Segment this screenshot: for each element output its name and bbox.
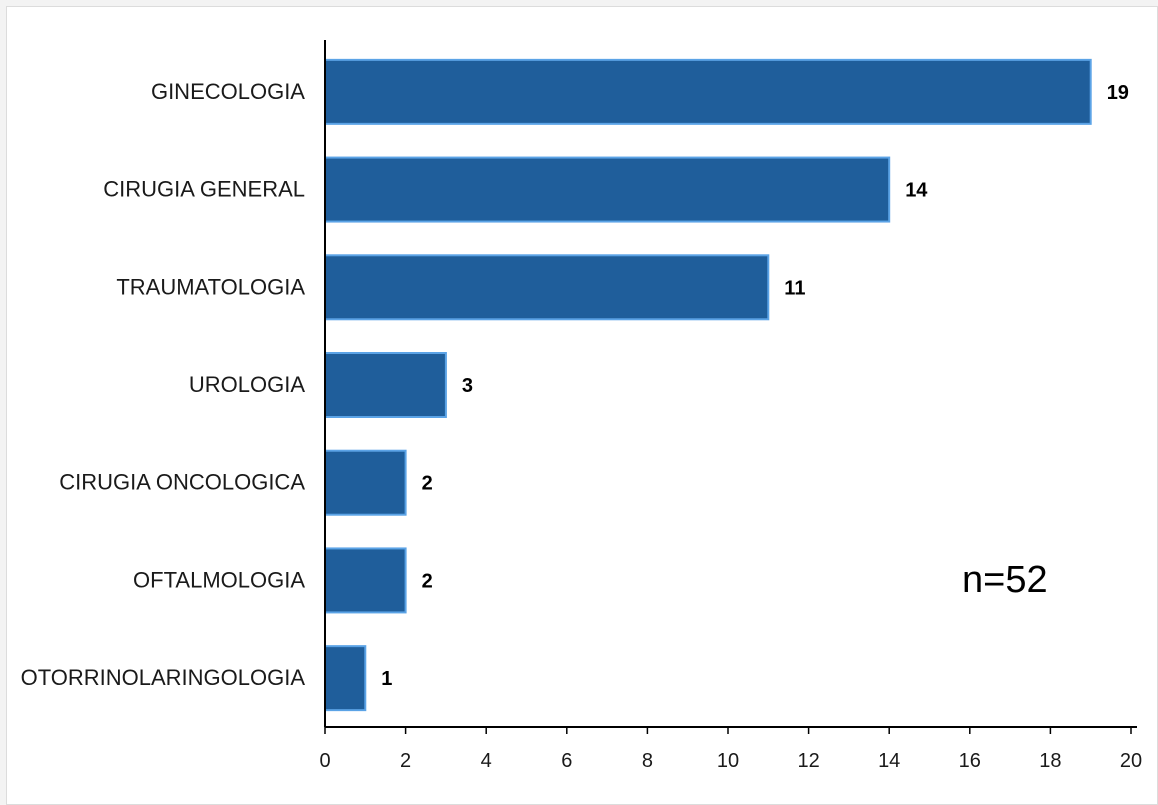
category-label: OTORRINOLARINGOLOGIA (21, 665, 306, 690)
category-label: TRAUMATOLOGIA (116, 274, 305, 299)
bars-group (324, 58, 1092, 712)
category-label: CIRUGIA GENERAL (103, 177, 305, 202)
x-axis-ticks: 0 2 4 6 8 10 12 14 16 18 20 (319, 727, 1142, 772)
data-label: 14 (905, 180, 928, 202)
x-tick-label: 2 (400, 750, 411, 772)
bar (324, 254, 770, 321)
x-tick-label: 10 (717, 750, 739, 772)
x-tick-label: 18 (1039, 750, 1061, 772)
category-label: UROLOGIA (189, 372, 305, 397)
data-label: 2 (422, 570, 433, 592)
x-tick-label: 0 (319, 750, 330, 772)
data-label: 2 (422, 473, 433, 495)
category-label: CIRUGIA ONCOLOGICA (59, 470, 305, 495)
category-labels: GINECOLOGIA CIRUGIA GENERAL TRAUMATOLOGIA U… (21, 79, 306, 690)
data-label: 3 (462, 375, 473, 397)
bar (324, 352, 447, 418)
data-label: 1 (381, 668, 392, 690)
bar (324, 156, 891, 223)
x-tick-label: 14 (878, 750, 900, 772)
category-label: GINECOLOGIA (151, 79, 305, 104)
x-tick-label: 16 (959, 750, 981, 772)
value-labels: 19 14 11 3 2 2 1 (381, 82, 1129, 690)
category-label: OFTALMOLOGIA (133, 567, 305, 592)
bar-chart: GINECOLOGIA CIRUGIA GENERAL TRAUMATOLOGIA U… (21, 40, 1142, 772)
x-tick-label: 20 (1120, 750, 1142, 772)
x-tick-label: 8 (642, 750, 653, 772)
x-tick-label: 4 (481, 750, 492, 772)
bar (324, 547, 407, 614)
x-tick-label: 6 (561, 750, 572, 772)
chart-frame: GINECOLOGIA CIRUGIA GENERAL TRAUMATOLOGIA U… (6, 6, 1158, 805)
data-label: 19 (1107, 82, 1129, 104)
data-label: 11 (784, 277, 805, 299)
bar (324, 58, 1092, 125)
bar (324, 645, 367, 712)
x-tick-label: 12 (797, 750, 819, 772)
bar (324, 449, 407, 516)
sample-size-annotation: n=52 (962, 559, 1048, 601)
